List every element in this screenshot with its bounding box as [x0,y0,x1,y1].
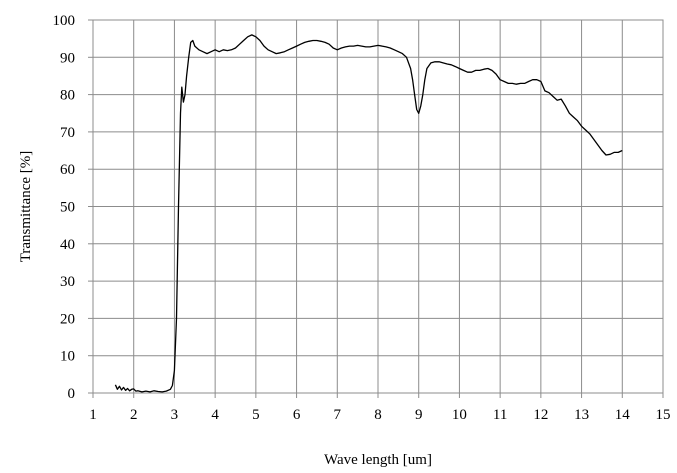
series-group [114,34,623,393]
y-tick-label: 90 [60,50,75,66]
y-tick-label: 50 [60,200,75,216]
y-tick-label: 80 [60,88,75,104]
y-tick-label: 10 [60,349,75,365]
x-tick-label: 12 [533,407,548,423]
y-tick-label: 20 [60,311,75,327]
x-tick-label: 13 [574,407,589,423]
y-tick-label: 30 [60,274,75,290]
x-tick-label: 8 [374,407,382,423]
y-tick-label: 100 [53,13,76,29]
y-axis-label: Transmittance [%] [18,151,34,263]
x-tick-label: 7 [334,407,342,423]
x-tick-label: 1 [89,407,97,423]
x-axis-label: Wave length [um] [324,452,432,468]
x-axis-ticks: 1 2 3 4 5 6 7 8 9 10 11 12 13 14 15 [89,393,671,423]
x-tick-label: 15 [656,407,671,423]
x-tick-label: 4 [211,407,219,423]
x-tick-label: 10 [452,407,467,423]
x-tick-label: 2 [130,407,138,423]
x-tick-label: 6 [293,407,301,423]
y-tick-label: 40 [60,237,75,253]
x-tick-label: 11 [493,407,507,423]
y-tick-label: 60 [60,162,75,178]
x-tick-label: 9 [415,407,423,423]
x-tick-label: 3 [171,407,179,423]
y-tick-label: 70 [60,125,75,141]
x-tick-label: 14 [615,407,631,423]
y-axis-ticks: 0 10 20 30 40 50 60 70 80 90 100 [53,13,93,402]
plot-frame [92,19,664,394]
y-tick-label: 0 [68,386,76,402]
x-tick-label: 5 [252,407,260,423]
transmittance-line [114,34,623,393]
